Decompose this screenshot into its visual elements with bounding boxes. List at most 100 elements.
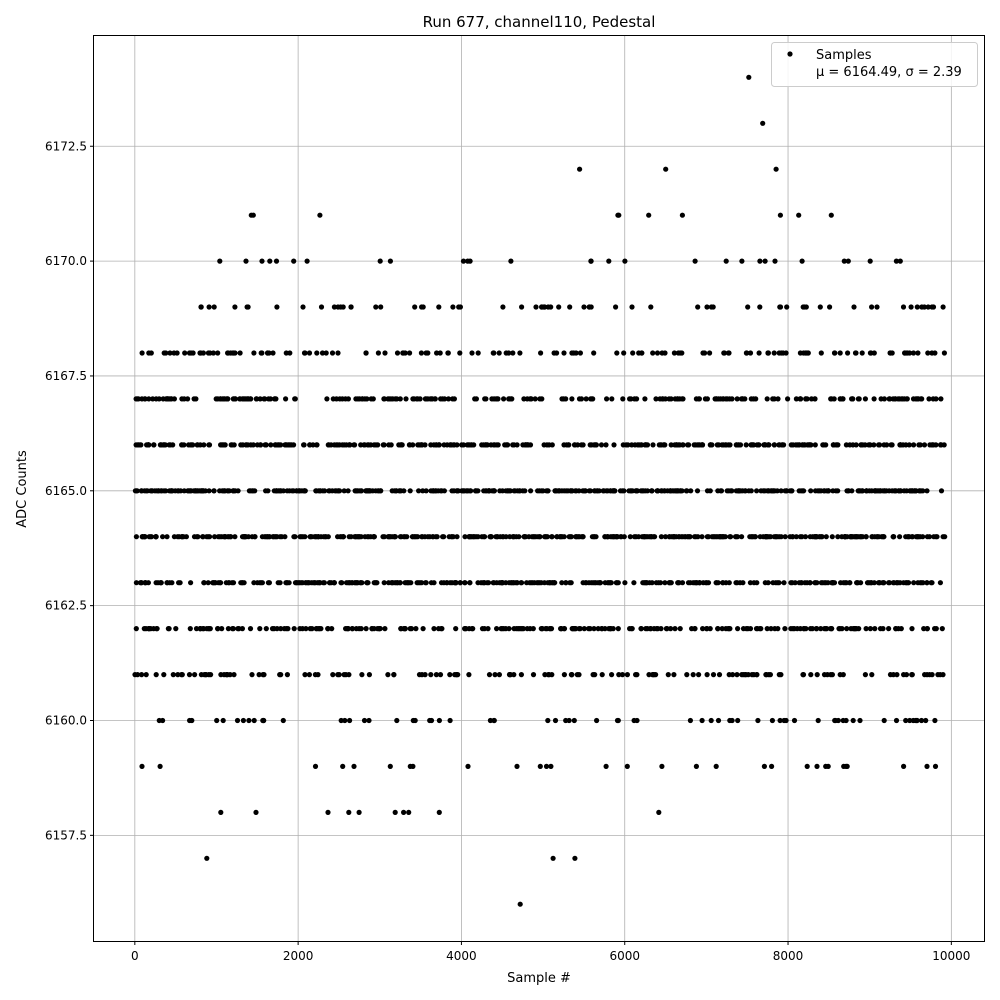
data-point bbox=[843, 442, 850, 448]
data-point bbox=[688, 488, 694, 494]
data-point bbox=[511, 488, 517, 494]
data-point bbox=[863, 626, 869, 632]
data-point bbox=[455, 672, 461, 678]
data-point bbox=[567, 304, 573, 310]
data-point bbox=[306, 580, 312, 586]
data-point bbox=[496, 672, 502, 678]
data-point bbox=[300, 580, 306, 586]
data-point bbox=[398, 442, 404, 448]
data-point bbox=[863, 488, 870, 494]
data-point bbox=[837, 350, 843, 356]
data-point bbox=[587, 442, 593, 448]
data-point bbox=[858, 488, 864, 494]
x-tick-label: 6000 bbox=[609, 949, 640, 963]
data-point bbox=[391, 672, 397, 678]
data-point bbox=[385, 672, 391, 678]
data-point bbox=[387, 763, 393, 770]
data-point bbox=[137, 442, 143, 448]
data-point bbox=[200, 534, 206, 540]
data-point bbox=[778, 488, 784, 494]
data-point bbox=[434, 350, 440, 356]
data-point bbox=[755, 717, 761, 724]
data-point bbox=[437, 350, 443, 356]
data-point bbox=[273, 258, 280, 264]
data-point bbox=[388, 396, 394, 402]
data-point bbox=[930, 396, 936, 402]
data-point bbox=[508, 396, 514, 402]
data-point bbox=[745, 304, 751, 310]
data-point bbox=[164, 580, 170, 586]
data-point bbox=[274, 488, 280, 494]
data-point bbox=[178, 488, 184, 494]
data-point bbox=[339, 580, 345, 586]
data-point bbox=[486, 488, 492, 494]
data-point bbox=[514, 763, 520, 770]
data-point bbox=[713, 763, 719, 770]
data-point bbox=[481, 580, 487, 586]
data-point bbox=[603, 763, 609, 770]
data-point bbox=[532, 396, 538, 402]
data-point bbox=[375, 350, 381, 356]
data-point bbox=[259, 534, 265, 540]
data-point bbox=[398, 626, 404, 632]
data-point bbox=[403, 396, 409, 402]
data-point bbox=[749, 672, 755, 678]
y-tick-label: 6165.0 bbox=[45, 484, 87, 498]
data-point bbox=[501, 396, 507, 402]
data-point bbox=[261, 396, 267, 402]
data-point bbox=[911, 580, 917, 586]
data-point bbox=[158, 580, 164, 586]
data-point bbox=[771, 396, 777, 402]
data-point bbox=[887, 672, 894, 678]
data-point bbox=[506, 350, 512, 356]
data-point bbox=[450, 304, 456, 310]
data-point bbox=[801, 350, 807, 356]
data-point bbox=[291, 534, 297, 540]
data-point bbox=[732, 534, 739, 540]
data-point bbox=[874, 534, 880, 540]
data-point bbox=[270, 534, 277, 540]
data-point bbox=[285, 626, 291, 632]
data-point bbox=[401, 809, 407, 816]
data-point bbox=[436, 304, 442, 310]
data-point bbox=[754, 626, 761, 632]
data-point bbox=[447, 442, 453, 448]
data-point bbox=[361, 717, 368, 724]
data-point bbox=[425, 350, 431, 356]
data-point bbox=[272, 442, 278, 448]
data-point bbox=[134, 488, 140, 494]
data-point bbox=[909, 488, 915, 494]
data-point bbox=[910, 717, 916, 724]
data-point bbox=[638, 442, 644, 448]
data-point bbox=[538, 350, 544, 356]
data-point bbox=[373, 580, 379, 586]
data-point bbox=[825, 763, 831, 770]
data-point bbox=[559, 580, 565, 586]
data-point bbox=[160, 396, 166, 402]
data-point bbox=[551, 350, 557, 356]
data-point bbox=[538, 626, 544, 632]
data-point bbox=[940, 304, 946, 310]
data-point bbox=[791, 717, 798, 724]
data-point bbox=[609, 672, 615, 678]
data-point bbox=[573, 626, 579, 632]
data-point bbox=[917, 534, 923, 540]
data-point bbox=[573, 534, 579, 540]
data-point bbox=[313, 488, 319, 494]
data-point bbox=[387, 534, 393, 540]
data-point bbox=[329, 350, 336, 356]
data-point bbox=[812, 396, 818, 402]
data-point bbox=[715, 717, 722, 724]
data-point bbox=[556, 304, 562, 310]
data-point bbox=[695, 304, 701, 310]
data-point bbox=[231, 672, 237, 678]
data-point bbox=[330, 396, 336, 402]
data-point bbox=[784, 304, 790, 310]
data-point bbox=[909, 626, 915, 632]
data-point bbox=[366, 672, 372, 678]
data-point bbox=[743, 442, 749, 448]
data-point bbox=[578, 396, 585, 402]
data-point bbox=[929, 580, 935, 586]
data-point bbox=[419, 304, 425, 310]
data-point bbox=[323, 350, 329, 356]
